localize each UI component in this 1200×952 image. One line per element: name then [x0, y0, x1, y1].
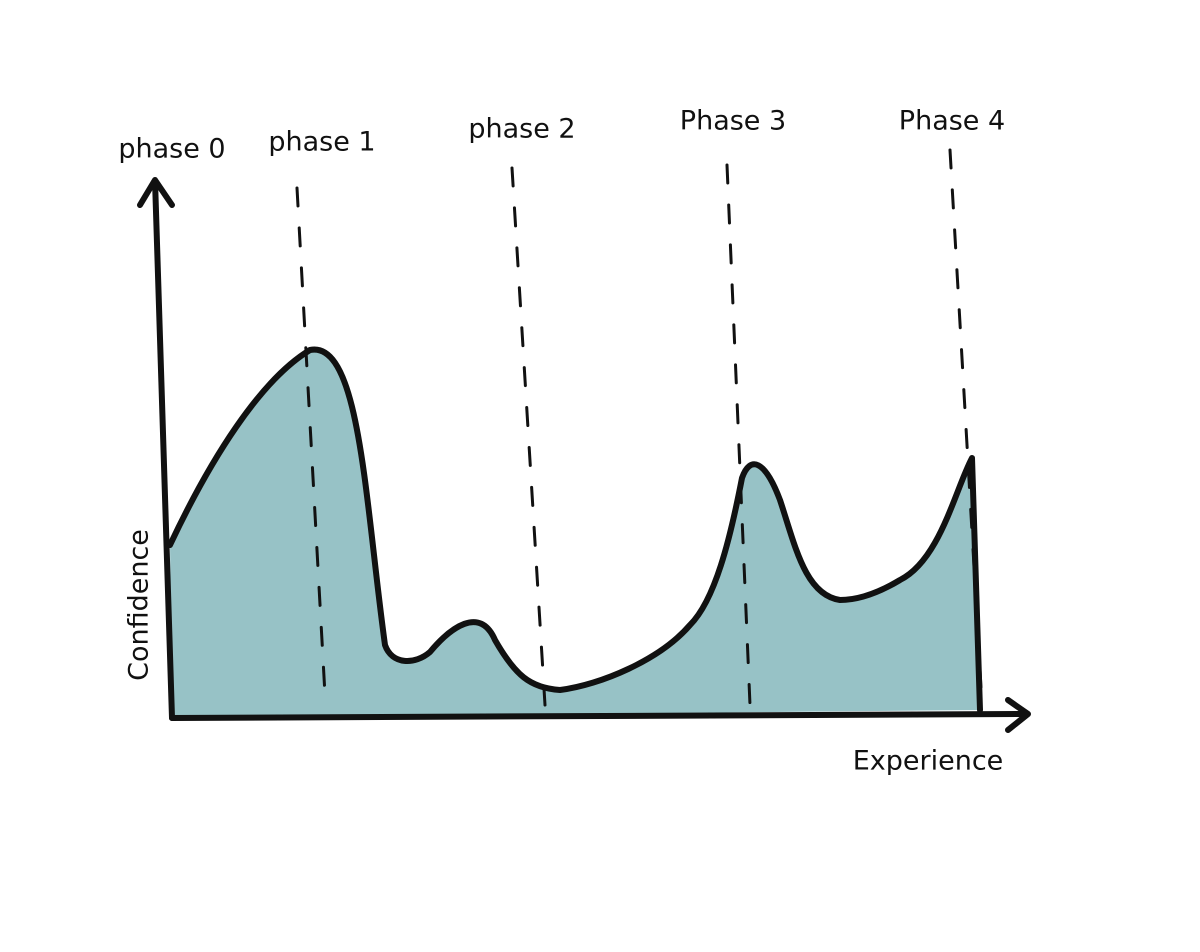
x-axis-label: Experience: [853, 746, 1004, 777]
x-axis: [169, 697, 1031, 733]
phase-divider: [510, 166, 547, 707]
y-axis-label: Confidence: [124, 529, 155, 681]
phase-label: Phase 4: [899, 106, 1005, 137]
phase-divider: [948, 148, 984, 707]
confidence-curve: [167, 346, 983, 713]
y-axis: [137, 177, 175, 721]
phase-label: phase 2: [468, 114, 575, 145]
phase-divider: [295, 186, 327, 697]
phase-label: phase 0: [118, 134, 225, 165]
phase-label: phase 1: [268, 127, 375, 158]
confidence-area: [170, 349, 980, 718]
phase-divider: [725, 163, 752, 707]
phase-label: Phase 3: [680, 106, 786, 137]
